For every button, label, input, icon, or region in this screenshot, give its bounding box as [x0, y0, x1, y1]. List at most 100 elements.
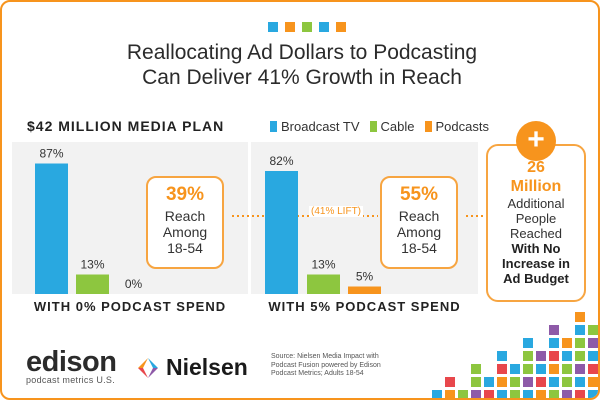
- caption-left: WITH 0% PODCAST SPEND: [33, 299, 227, 314]
- deco-square: [484, 377, 494, 387]
- plus-icon: +: [516, 121, 556, 161]
- summary-strong1: With No: [511, 241, 561, 256]
- deco-square: [588, 325, 598, 335]
- lift-label: (41% LIFT): [309, 206, 364, 217]
- deco-square: [536, 351, 546, 361]
- legend-item-podcasts: Podcasts: [424, 119, 489, 134]
- deco-square: [575, 351, 585, 361]
- deco-square: [471, 364, 481, 374]
- bar-label-left-broadcast-tv: 87%: [39, 147, 63, 161]
- deco-square: [523, 377, 533, 387]
- deco-square: [562, 377, 572, 387]
- summary-box: 26 Million Additional People Reached Wit…: [486, 144, 586, 302]
- deco-square: [497, 390, 507, 398]
- title-line-1: Reallocating Ad Dollars to Podcasting: [126, 41, 478, 64]
- summary-strong3: Ad Budget: [503, 271, 569, 286]
- deco-square: [549, 351, 559, 361]
- summary-unit: Million: [510, 178, 562, 195]
- deco-square: [445, 377, 455, 387]
- summary-strong2: Increase in: [502, 256, 570, 271]
- deco-square: [588, 390, 598, 398]
- legend-swatch-podcasts: [424, 121, 432, 132]
- nielsen-mark-icon: [138, 357, 158, 378]
- bar-label-right-podcasts: 5%: [356, 270, 374, 284]
- reach-right-line3: 18-54: [401, 240, 437, 256]
- deco-square: [575, 312, 585, 322]
- deco-square: [523, 364, 533, 374]
- deco-square: [445, 390, 455, 398]
- deco-square: [536, 364, 546, 374]
- legend-swatch-cable: [369, 121, 377, 132]
- deco-square: [549, 377, 559, 387]
- summary-line3: Reached: [509, 226, 563, 241]
- summary-number: 26: [527, 159, 545, 176]
- deco-square: [562, 364, 572, 374]
- deco-square: [588, 377, 598, 387]
- deco-square: [497, 351, 507, 361]
- reach-left-pct: 39%: [165, 184, 205, 205]
- summary-line2: People: [515, 211, 557, 226]
- bar-label-left-podcasts: 0%: [125, 277, 143, 291]
- deco-square: [510, 390, 520, 398]
- chart-legend: Broadcast TV Cable Podcasts: [270, 119, 489, 134]
- reach-left-line1: Reach: [164, 208, 206, 224]
- deco-square: [523, 351, 533, 361]
- deco-square: [510, 364, 520, 374]
- plan-title: $42 MILLION MEDIA PLAN: [27, 118, 225, 134]
- edison-logo: edison podcast metrics U.S.: [26, 346, 117, 385]
- reach-right-pct: 55%: [399, 184, 439, 205]
- deco-squares-group: [432, 312, 598, 398]
- reach-right-line2: Among: [396, 224, 442, 240]
- legend-label-broadcast: Broadcast TV: [281, 119, 360, 134]
- deco-square: [523, 338, 533, 348]
- bar-label-right-cable: 13%: [311, 258, 335, 272]
- legend-item-cable: Cable: [369, 119, 415, 134]
- deco-square: [497, 377, 507, 387]
- bars-group: 87% 13% 0% 82% 13% 5%: [35, 147, 381, 294]
- deco-square: [432, 390, 442, 398]
- deco-square: [575, 364, 585, 374]
- deco-square: [562, 338, 572, 348]
- dot-5: [336, 22, 346, 32]
- deco-square: [536, 377, 546, 387]
- caption-right: WITH 5% PODCAST SPEND: [268, 299, 461, 314]
- deco-square: [575, 325, 585, 335]
- deco-square: [497, 364, 507, 374]
- source-note: Source: Nielsen Media Impact with Podcas…: [271, 353, 381, 377]
- dot-3: [302, 22, 312, 32]
- deco-square: [549, 364, 559, 374]
- summary-line1: Additional: [507, 196, 565, 211]
- legend-item-broadcast: Broadcast TV: [270, 119, 360, 134]
- deco-square: [484, 390, 494, 398]
- bar-right-podcasts: [348, 286, 381, 294]
- deco-square: [588, 364, 598, 374]
- reach-box-left: 39% Reach Among 18-54: [146, 176, 224, 269]
- bar-right-cable: [307, 274, 340, 294]
- deco-square: [575, 338, 585, 348]
- legend-label-podcasts: Podcasts: [435, 119, 489, 134]
- edison-logo-word: edison: [26, 346, 117, 378]
- title-line-2: Can Deliver 41% Growth in Reach: [142, 66, 462, 89]
- bar-left-cable: [76, 274, 109, 294]
- deco-square: [588, 351, 598, 361]
- bar-label-left-cable: 13%: [80, 258, 104, 272]
- dot-4: [319, 22, 329, 32]
- page-title: Reallocating Ad Dollars to Podcasting Ca…: [2, 40, 598, 90]
- deco-square: [510, 377, 520, 387]
- nielsen-logo: Nielsen: [136, 354, 248, 381]
- bar-right-broadcast-tv: [265, 171, 298, 294]
- edison-logo-sub: podcast metrics U.S.: [26, 375, 116, 385]
- deco-square: [562, 351, 572, 361]
- deco-square: [549, 325, 559, 335]
- legend-label-cable: Cable: [380, 119, 415, 134]
- deco-square: [549, 338, 559, 348]
- deco-square: [575, 377, 585, 387]
- deco-square: [575, 390, 585, 398]
- bar-label-right-broadcast-tv: 82%: [269, 154, 293, 168]
- deco-square: [588, 338, 598, 348]
- reach-left-line3: 18-54: [167, 240, 203, 256]
- deco-square: [549, 390, 559, 398]
- dot-2: [285, 22, 295, 32]
- deco-square: [523, 390, 533, 398]
